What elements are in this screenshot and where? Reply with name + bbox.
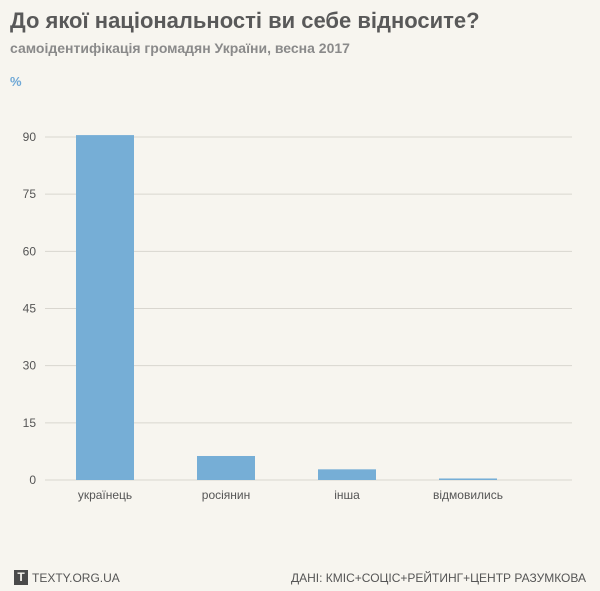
x-axis-ticks: українець росіянин інша відмовились	[78, 488, 503, 502]
bar-0	[76, 135, 134, 480]
bar-3	[439, 478, 497, 480]
bar-1	[197, 455, 255, 480]
x-tick-label: відмовились	[433, 488, 503, 502]
bars	[76, 135, 497, 480]
y-axis-ticks: 0 15 30 45 60 75 90	[23, 130, 37, 487]
y-unit-label: %	[10, 74, 22, 89]
bar-2	[318, 469, 376, 480]
x-tick-label: росіянин	[202, 488, 250, 502]
y-tick-label: 30	[23, 359, 37, 373]
texty-logo: Т	[14, 570, 28, 585]
y-tick-label: 45	[23, 302, 37, 316]
data-source: ДАНІ: КМІС+СОЦІС+РЕЙТИНГ+ЦЕНТР РАЗУМКОВА	[291, 571, 586, 585]
x-tick-label: інша	[334, 488, 360, 502]
y-tick-label: 75	[23, 187, 37, 201]
chart-subtitle: самоідентифікація громадян України, весн…	[10, 40, 350, 56]
x-tick-label: українець	[78, 488, 132, 502]
y-tick-label: 15	[23, 416, 37, 430]
chart-title: До якої національності ви себе відносите…	[10, 8, 480, 33]
y-tick-label: 60	[23, 244, 37, 258]
footer: Т TEXTY.ORG.UA ДАНІ: КМІС+СОЦІС+РЕЙТИНГ+…	[0, 568, 600, 591]
y-tick-label: 0	[29, 473, 36, 487]
site-link[interactable]: TEXTY.ORG.UA	[32, 571, 120, 585]
y-tick-label: 90	[23, 130, 37, 144]
